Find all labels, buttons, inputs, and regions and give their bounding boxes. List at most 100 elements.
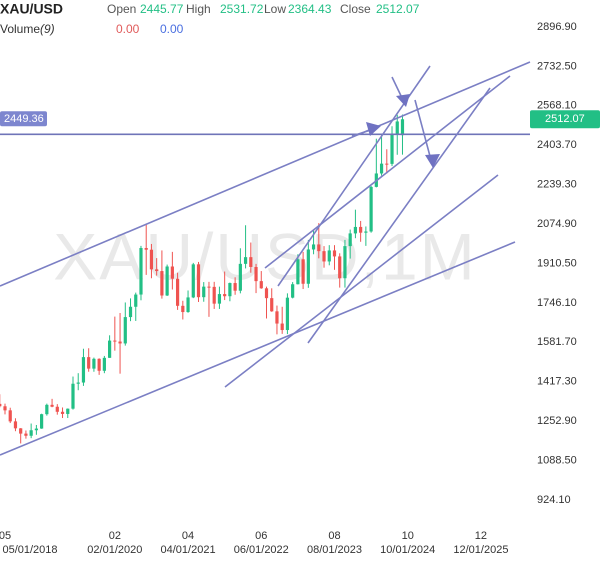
candle-body	[34, 428, 38, 431]
price-label: 2449.36	[4, 113, 44, 125]
candle-body	[45, 404, 49, 415]
candle-body	[50, 404, 54, 407]
candle-body	[97, 358, 101, 371]
x-tick-label: 05	[0, 530, 11, 542]
candle-body	[249, 257, 253, 267]
y-tick-label: 1910.50	[537, 257, 577, 269]
x-tick-label: 06	[255, 530, 267, 542]
candle-body	[385, 163, 389, 165]
ohlc-label: Low	[264, 2, 286, 16]
y-tick-label: 1581.70	[537, 336, 577, 348]
trend-line	[0, 61, 531, 287]
candle-body	[264, 288, 269, 299]
candle-body	[71, 383, 75, 409]
candle-body	[81, 357, 86, 383]
candle-body	[19, 428, 23, 434]
ohlc-label: High	[186, 2, 211, 16]
x-date-label: 04/01/2021	[161, 544, 216, 556]
x-date-label: 02/01/2020	[87, 544, 142, 556]
x-date-label: 05/01/2018	[2, 544, 57, 556]
candle-body	[390, 134, 394, 164]
candle-body	[108, 340, 112, 358]
y-tick-label: 2732.50	[537, 60, 577, 72]
candle-body	[291, 284, 295, 298]
candle-body	[55, 406, 59, 412]
candle-body	[170, 266, 174, 279]
candle-body	[254, 266, 258, 282]
candle-body	[118, 341, 122, 344]
candle-body	[212, 286, 216, 304]
y-tick-label: 2239.30	[537, 179, 577, 191]
arrow-line	[414, 99, 432, 161]
candle-body	[348, 233, 352, 247]
candle-body	[296, 259, 300, 285]
candle-body	[128, 306, 133, 318]
candle-body	[338, 256, 342, 279]
x-tick-label: 10	[402, 530, 414, 542]
candle-body	[207, 286, 211, 288]
y-tick-label: 924.10	[537, 494, 571, 506]
last-price-label: 2512.07	[545, 113, 585, 125]
x-tick-label: 04	[182, 530, 194, 542]
candle-body	[66, 408, 70, 414]
candle-body	[280, 323, 284, 331]
trend-line	[307, 87, 491, 344]
arrow-head	[396, 94, 410, 107]
candle-body	[24, 433, 28, 436]
y-tick-label: 2896.90	[537, 21, 577, 33]
candle-body	[160, 271, 164, 296]
candle-body	[332, 250, 337, 257]
candle-body	[343, 246, 347, 279]
candle-body	[76, 382, 80, 384]
candle-body	[149, 249, 154, 270]
arrow-head	[425, 154, 440, 168]
candle-body	[8, 410, 12, 422]
trend-line	[264, 75, 511, 269]
candle-body	[139, 248, 143, 295]
candle-body	[301, 259, 305, 284]
candle-body	[87, 357, 91, 369]
candle-body	[259, 281, 263, 289]
candles	[0, 114, 405, 444]
y-tick-label: 1417.30	[537, 376, 577, 388]
candle-body	[322, 251, 326, 262]
candle-body	[233, 283, 237, 291]
candle-body	[191, 264, 195, 298]
x-date-label: 12/01/2025	[453, 544, 508, 556]
trend-line	[224, 174, 499, 388]
price-label-box	[0, 111, 47, 127]
y-tick-label: 2568.10	[537, 100, 577, 112]
y-tick-label: 1088.50	[537, 454, 577, 466]
ohlc-value: 2512.07	[376, 2, 420, 16]
candle-body	[327, 250, 331, 262]
candle-body	[202, 286, 206, 298]
volume-label: Volume	[0, 22, 40, 36]
ohlc-value: 2364.43	[288, 2, 332, 16]
candle-body	[395, 121, 399, 135]
last-price-box	[530, 110, 600, 129]
ohlc-label: Open	[107, 2, 136, 16]
ohlc-label: Close	[340, 2, 371, 16]
candle-body	[285, 297, 290, 331]
candle-body	[270, 298, 274, 312]
candle-body	[217, 294, 222, 304]
y-tick-label: 1746.10	[537, 297, 577, 309]
volume-value: 0.00	[160, 22, 184, 36]
candle-body	[40, 414, 44, 429]
candle-body	[134, 294, 138, 307]
candle-body	[275, 311, 279, 324]
candle-body	[144, 248, 148, 250]
candle-body	[228, 283, 232, 297]
candle-body	[359, 226, 363, 233]
candle-body	[113, 340, 117, 342]
candle-body	[123, 317, 127, 344]
watermark: XAU/USD,1M	[53, 219, 476, 293]
volume-period: (9)	[40, 22, 55, 36]
horizontal-line-group: 2449.36	[0, 111, 530, 136]
candle-body	[175, 278, 180, 306]
y-tick-label: 1252.90	[537, 415, 577, 427]
candle-body	[29, 430, 33, 436]
x-tick-label: 02	[109, 530, 121, 542]
x-tick-label: 08	[328, 530, 340, 542]
candle-body	[196, 264, 201, 298]
